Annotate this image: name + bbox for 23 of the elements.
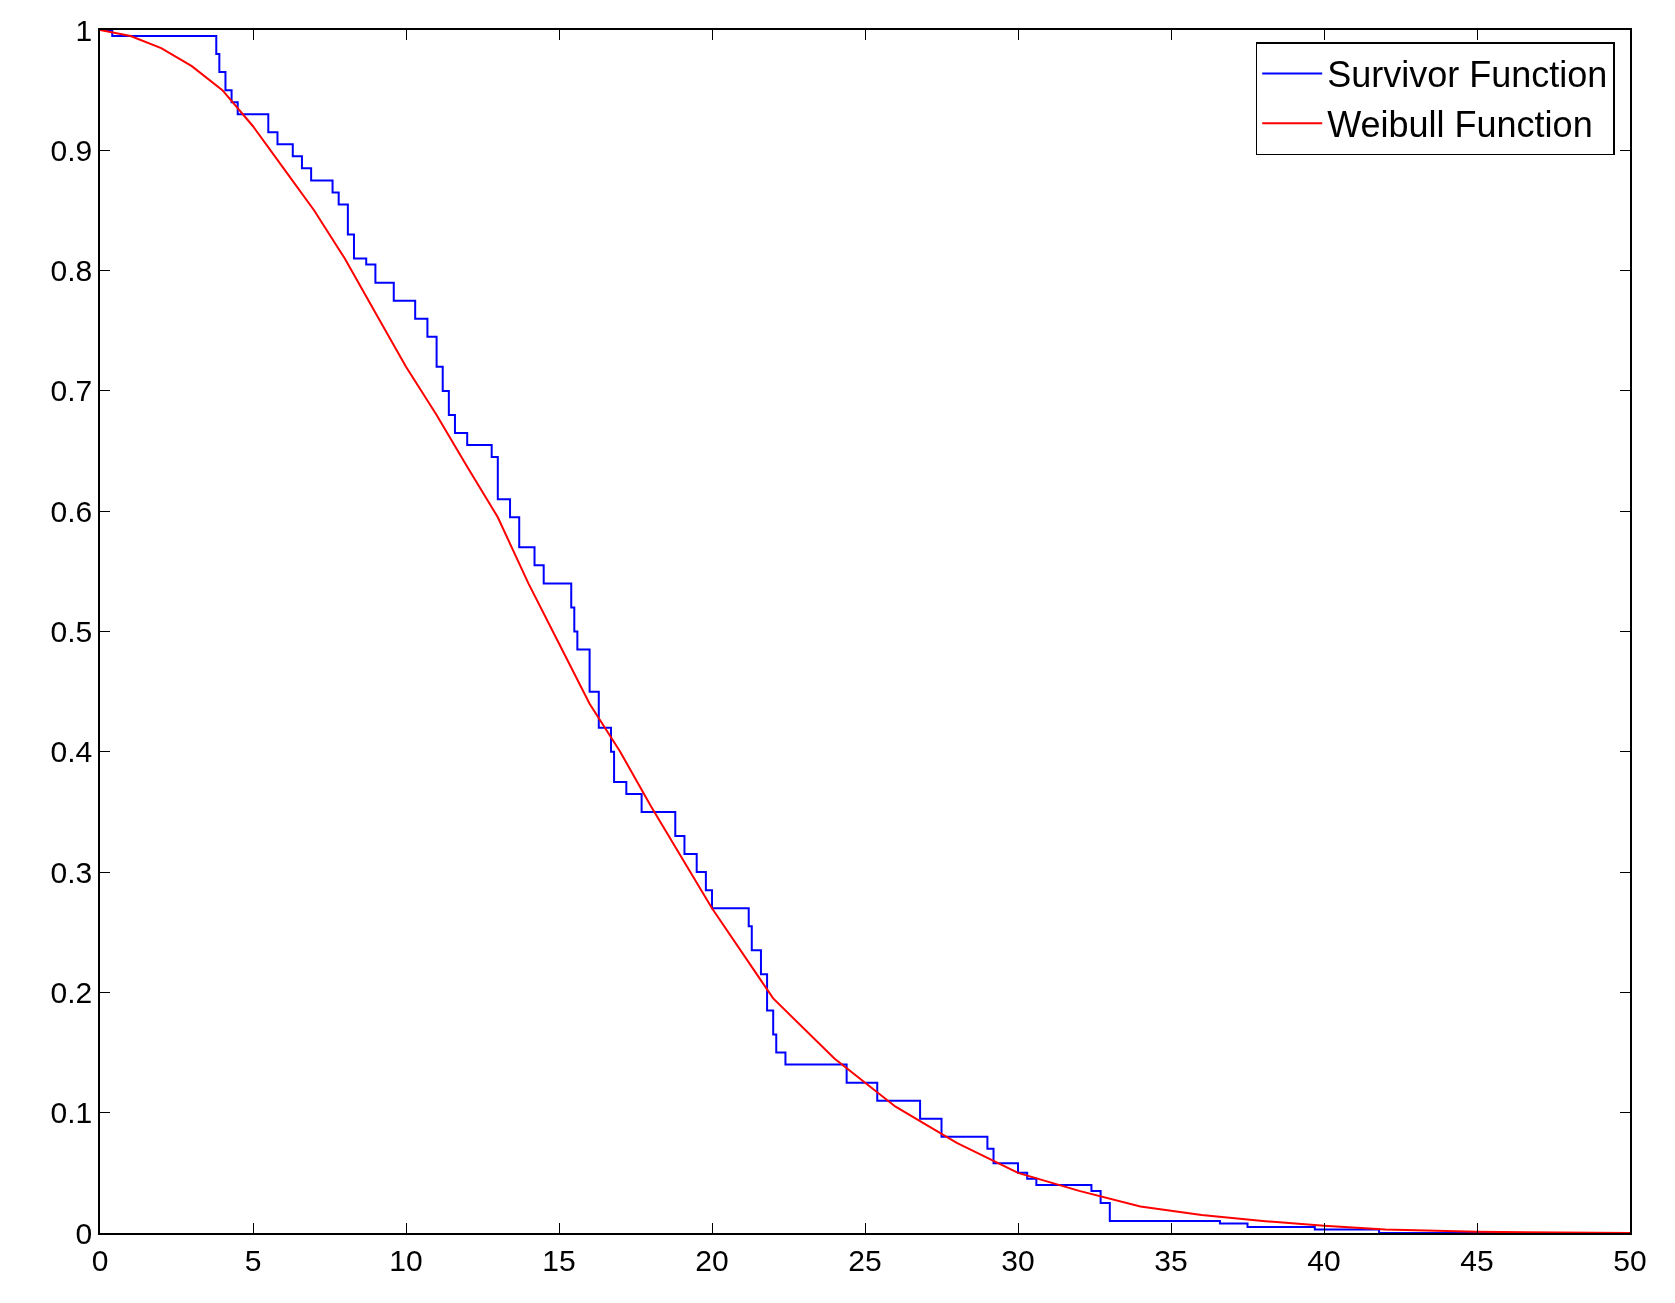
x-tick-label: 25 (848, 1243, 882, 1277)
x-tick-label: 30 (1001, 1243, 1035, 1277)
y-tick-label: 0.8 (50, 254, 93, 288)
y-tick-label: 0 (75, 1216, 93, 1250)
y-tick-label: 0.3 (50, 855, 93, 889)
x-tick-label: 40 (1307, 1243, 1341, 1277)
y-tick-label: 0.5 (50, 615, 93, 648)
x-tick-label: 15 (542, 1243, 576, 1277)
x-tick-label: 35 (1154, 1243, 1188, 1277)
x-tick-label: 5 (244, 1243, 262, 1277)
y-tick-label: 0.2 (50, 975, 93, 1009)
y-tick-label: 0.9 (50, 133, 93, 167)
legend-label: Weibull Function (1327, 104, 1593, 146)
x-tick-label: 45 (1460, 1243, 1494, 1277)
y-tick-label: 0.4 (50, 735, 93, 769)
y-tick-label: 0.6 (50, 494, 93, 528)
y-tick-label: 1 (75, 13, 93, 47)
legend-label: Survivor Function (1327, 54, 1608, 96)
x-tick-label: 10 (389, 1243, 423, 1277)
x-tick-label: 20 (695, 1243, 729, 1277)
y-tick-label: 0.1 (50, 1096, 93, 1130)
x-tick-label: 50 (1613, 1243, 1647, 1277)
y-tick-label: 0.7 (50, 374, 93, 408)
